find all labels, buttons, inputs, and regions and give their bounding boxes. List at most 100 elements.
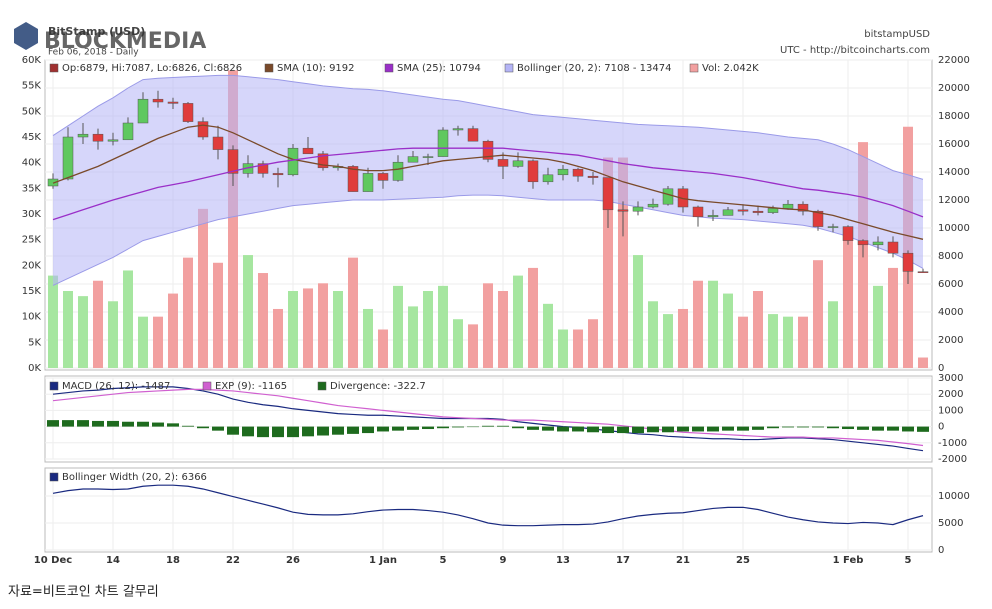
divergence-bar — [137, 421, 149, 427]
legend-label: Op:6879, Hi:7087, Lo:6826, Cl:6826 — [62, 63, 242, 74]
volume-bar — [273, 308, 283, 368]
tick-label: 0K — [28, 363, 41, 374]
macd-panel-frame — [44, 375, 933, 463]
volume-bar — [648, 301, 658, 368]
candle-body — [422, 156, 434, 158]
tick-label: 0 — [938, 422, 944, 433]
candle-body — [767, 208, 779, 213]
x-tick-label: 13 — [556, 555, 570, 566]
candle-body — [257, 163, 269, 174]
volume-bar — [93, 280, 103, 368]
candle-body — [512, 160, 524, 167]
tick-label: 10000 — [938, 491, 970, 502]
volume-bar — [708, 280, 718, 368]
tick-label: 20000 — [938, 83, 970, 94]
volume-bar — [318, 283, 328, 368]
candle-body — [917, 271, 929, 273]
candle-body — [152, 98, 164, 103]
candle-body — [317, 153, 329, 169]
divergence-bar — [242, 426, 254, 437]
candle-body — [662, 188, 674, 205]
candle-body — [887, 241, 899, 254]
sma-line — [52, 124, 924, 240]
volume-bar — [108, 301, 118, 368]
volume-bar — [633, 255, 643, 368]
x-tick-label: 22 — [226, 555, 240, 566]
volume-bar — [798, 316, 808, 368]
volume-bar — [573, 329, 583, 368]
legend-label: Divergence: -322.7 — [330, 381, 426, 392]
candle-body — [752, 210, 764, 213]
divergence-bar — [707, 426, 719, 432]
tick-label: 10000 — [938, 223, 970, 234]
tick-label: 40K — [22, 158, 42, 169]
divergence-bar — [437, 426, 449, 429]
tick-label: 20K — [22, 260, 42, 271]
candle-body — [647, 203, 659, 208]
divergence-bar — [722, 426, 734, 431]
divergence-bar — [842, 426, 854, 430]
candle-body — [437, 129, 449, 157]
tick-label: 22000 — [938, 55, 970, 66]
volume-bar — [498, 291, 508, 368]
divergence-bar — [482, 425, 494, 427]
x-tick-label: 26 — [286, 555, 300, 566]
candle-body — [677, 188, 689, 208]
candle-body — [302, 147, 314, 155]
candle-body — [782, 203, 794, 209]
tick-label: 60K — [22, 55, 42, 66]
candle-body — [902, 252, 914, 272]
divergence-bar — [92, 420, 104, 427]
volume-bar — [348, 257, 358, 368]
candle-body — [617, 209, 629, 212]
candle-body — [287, 147, 299, 176]
legend-swatch — [49, 472, 59, 482]
candle-body — [272, 173, 284, 176]
tick-label: 14000 — [938, 167, 970, 178]
candle-body — [212, 136, 224, 150]
divergence-bar — [767, 426, 779, 429]
x-tick-label: 25 — [736, 555, 750, 566]
candle-body — [632, 206, 644, 212]
legend-label: SMA (10): 9192 — [277, 63, 355, 74]
candle-body — [167, 101, 179, 104]
tick-label: 10K — [22, 312, 42, 323]
divergence-bar — [797, 426, 809, 428]
x-tick-label: 5 — [905, 555, 912, 566]
legend-swatch — [317, 381, 327, 391]
divergence-bar — [557, 426, 569, 432]
divergence-bar — [62, 420, 74, 427]
volume-bar — [288, 291, 298, 368]
band-lower — [52, 194, 924, 286]
divergence-bar — [317, 426, 329, 436]
divergence-bar — [257, 426, 269, 438]
divergence-bar — [452, 426, 464, 428]
volume-bar — [468, 324, 478, 368]
divergence-bar — [737, 426, 749, 431]
x-tick-label: 1 Jan — [369, 555, 397, 566]
candle-body — [482, 140, 494, 160]
divergence-bar — [167, 423, 179, 427]
divergence-bar — [872, 426, 884, 431]
volume-bar — [693, 280, 703, 368]
volume-bar — [738, 316, 748, 368]
divergence-bar — [902, 426, 914, 432]
volume-bar — [48, 275, 58, 368]
candle-body — [122, 122, 134, 141]
candle-body — [182, 103, 194, 122]
volume-bar — [813, 260, 823, 368]
volume-bar — [138, 316, 148, 368]
volume-bar — [483, 283, 493, 368]
divergence-bar — [602, 426, 614, 434]
tick-label: 45K — [22, 132, 42, 143]
divergence-bar — [497, 425, 509, 427]
legend-swatch — [202, 381, 212, 391]
volume-bar — [183, 257, 193, 368]
volume-bar — [393, 285, 403, 368]
divergence-bar — [182, 425, 194, 427]
volume-bar — [618, 157, 628, 368]
candle-body — [92, 133, 104, 142]
divergence-bar — [587, 426, 599, 433]
band-upper — [52, 74, 924, 180]
